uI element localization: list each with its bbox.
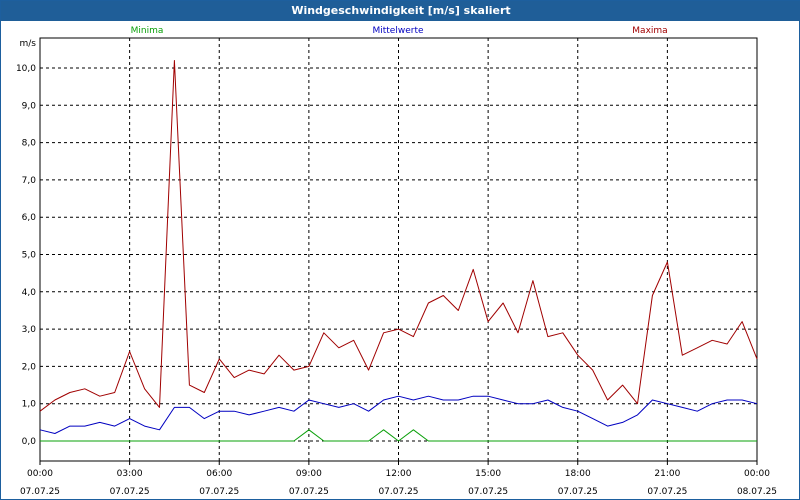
series-line-min	[40, 429, 757, 442]
x-tick-time: 03:00	[117, 469, 143, 479]
x-tick-date: 07.07.25	[558, 487, 598, 497]
y-tick-label: 10,0	[16, 64, 36, 74]
y-tick-label: 2,0	[22, 362, 37, 372]
x-tick-time: 18:00	[565, 469, 591, 479]
legend: Minima Mittelwerte Maxima	[131, 26, 668, 36]
y-tick-label: 8,0	[22, 139, 37, 149]
x-tick-date: 07.07.25	[378, 487, 418, 497]
x-tick-time: 21:00	[654, 469, 680, 479]
y-tick-label: 7,0	[22, 176, 37, 186]
legend-min: Minima	[131, 26, 164, 36]
x-tick-time: 00:00	[27, 469, 53, 479]
x-tick-date: 07.07.25	[647, 487, 687, 497]
y-tick-label: 1,0	[22, 400, 37, 410]
x-tick-time: 00:00	[744, 469, 770, 479]
y-tick-label: 0,0	[22, 437, 37, 447]
y-tick-label: 4,0	[22, 288, 37, 298]
x-tick-time: 09:00	[296, 469, 322, 479]
x-tick-date: 07.07.25	[289, 487, 329, 497]
x-tick-date: 07.07.25	[468, 487, 508, 497]
y-tick-label: 6,0	[22, 213, 37, 223]
x-tick-date: 07.07.25	[20, 487, 60, 497]
y-tick-label: 9,0	[22, 101, 37, 111]
x-tick-time: 15:00	[475, 469, 501, 479]
series-line-mean	[39, 395, 758, 434]
series-lines	[39, 60, 758, 442]
legend-max: Maxima	[632, 26, 667, 36]
x-tick-date: 08.07.25	[737, 487, 777, 497]
axis-ticks: 0,0 1,0 2,0 3,0 4,0 5,0 6,0 7,0 8,0 9,0 10,0 m/s 00:…	[16, 39, 777, 497]
x-tick-time: 12:00	[386, 469, 412, 479]
grid	[39, 37, 758, 462]
y-tick-label: 5,0	[22, 251, 37, 261]
y-axis-label: m/s	[20, 39, 37, 49]
chart-title: Windgeschwindigkeit [m/s] skaliert	[1, 1, 800, 21]
x-tick-date: 07.07.25	[110, 487, 150, 497]
y-tick-label: 3,0	[22, 325, 37, 335]
x-tick-time: 06:00	[206, 469, 232, 479]
x-tick-date: 07.07.25	[199, 487, 239, 497]
legend-mean: Mittelwerte	[372, 26, 423, 36]
series-line-max	[39, 60, 758, 412]
